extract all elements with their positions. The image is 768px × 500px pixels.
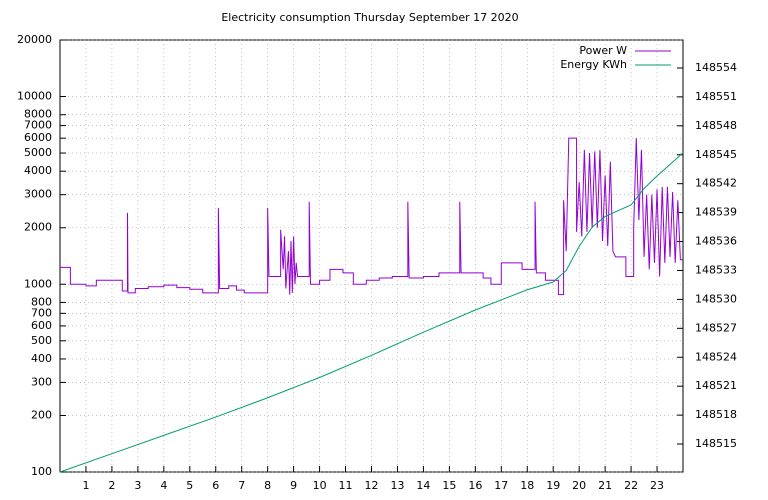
x-tick-label: 16: [468, 479, 482, 492]
x-tick-label: 1: [82, 479, 89, 492]
chart-title: Electricity consumption Thursday Septemb…: [221, 11, 518, 24]
y-tick-label: 500: [31, 334, 52, 347]
legend-label: Energy KWh: [560, 58, 627, 71]
y2-tick-label: 148527: [695, 321, 737, 334]
y2-tick-label: 148542: [695, 177, 737, 190]
y2-tick-label: 148524: [695, 350, 737, 363]
y-tick-label: 5000: [24, 146, 52, 159]
x-tick-label: 11: [339, 479, 353, 492]
y2-tick-label: 148518: [695, 408, 737, 421]
y-tick-label: 20000: [17, 33, 52, 46]
y-tick-label: 400: [31, 352, 52, 365]
y-tick-label: 1000: [24, 277, 52, 290]
x-tick-label: 7: [238, 479, 245, 492]
y-tick-label: 3000: [24, 188, 52, 201]
x-tick-label: 20: [572, 479, 586, 492]
x-tick-label: 3: [134, 479, 141, 492]
series-line: [60, 137, 683, 296]
x-tick-label: 15: [442, 479, 456, 492]
y2-tick-label: 148548: [695, 119, 737, 132]
x-tick-label: 23: [650, 479, 664, 492]
y-tick-label: 10000: [17, 90, 52, 103]
y2-tick-label: 148554: [695, 61, 737, 74]
y-tick-label: 100: [31, 465, 52, 478]
y-tick-label: 4000: [24, 164, 52, 177]
y2-tick-label: 148530: [695, 292, 737, 305]
x-tick-label: 6: [212, 479, 219, 492]
y2-tick-label: 148539: [695, 206, 737, 219]
y-tick-label: 8000: [24, 108, 52, 121]
x-tick-label: 2: [108, 479, 115, 492]
y2-tick-label: 148533: [695, 263, 737, 276]
x-tick-label: 5: [186, 479, 193, 492]
x-tick-label: 18: [520, 479, 534, 492]
series-line: [59, 152, 684, 473]
y-tick-label: 700: [31, 306, 52, 319]
y2-tick-label: 148551: [695, 90, 737, 103]
y-tick-label: 2000: [24, 221, 52, 234]
x-tick-label: 4: [160, 479, 167, 492]
y-tick-label: 600: [31, 319, 52, 332]
x-tick-label: 14: [416, 479, 430, 492]
x-tick-label: 9: [290, 479, 297, 492]
y2-tick-label: 148515: [695, 437, 737, 450]
x-tick-label: 10: [313, 479, 327, 492]
x-tick-label: 21: [598, 479, 612, 492]
y-tick-label: 6000: [24, 131, 52, 144]
x-tick-label: 19: [546, 479, 560, 492]
y-tick-label: 7000: [24, 119, 52, 132]
x-tick-label: 12: [365, 479, 379, 492]
x-tick-label: 8: [264, 479, 271, 492]
x-tick-label: 17: [494, 479, 508, 492]
y-tick-label: 200: [31, 408, 52, 421]
y-tick-label: 800: [31, 295, 52, 308]
x-tick-label: 22: [624, 479, 638, 492]
y2-tick-label: 148521: [695, 379, 737, 392]
x-tick-label: 13: [390, 479, 404, 492]
legend-label: Power W: [579, 44, 627, 57]
y2-tick-label: 148536: [695, 235, 737, 248]
y-tick-label: 300: [31, 375, 52, 388]
y2-tick-label: 148545: [695, 148, 737, 161]
